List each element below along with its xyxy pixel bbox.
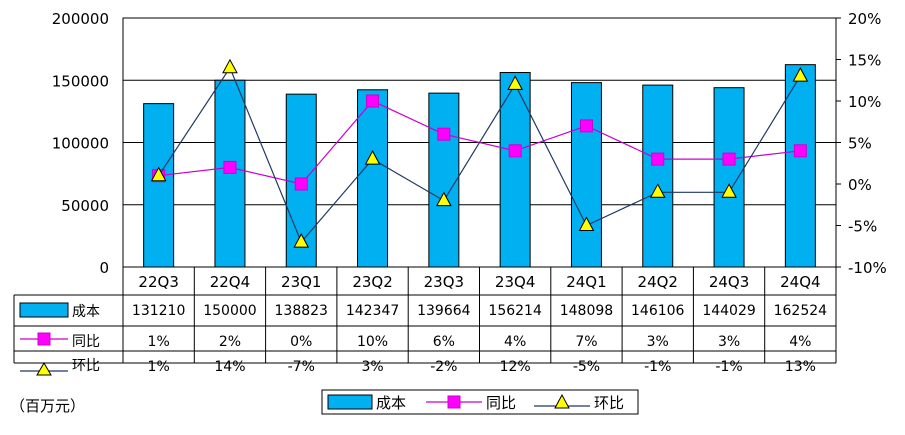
bar (570, 82, 602, 268)
left-tick-label: 50000 (61, 197, 109, 215)
table-key-qoq-marker (36, 362, 52, 376)
unit-label: （百万元） (10, 397, 85, 415)
table-cell: 4% (504, 334, 526, 350)
legend-key-qoq-marker (554, 393, 570, 409)
table-header-yoy: 同比 (72, 334, 100, 350)
yoy-point (508, 144, 522, 158)
table-key-cost (19, 302, 69, 318)
table-header-cost: 成本 (72, 304, 100, 320)
table-cell: 12% (500, 359, 531, 375)
qoq-point (792, 67, 809, 82)
yoy-point (722, 152, 736, 166)
table-key-yoy-marker (37, 332, 51, 346)
category-label: 23Q2 (352, 273, 392, 291)
table-cell: -2% (430, 359, 457, 375)
yoy-point (651, 152, 665, 166)
category-label: 22Q4 (210, 273, 250, 291)
table-cell: 146106 (631, 303, 685, 319)
table-cell: 6% (433, 334, 455, 350)
legend-label-qoq: 环比 (594, 394, 624, 412)
left-tick-label: 0 (99, 259, 109, 277)
bar (143, 103, 175, 268)
category-label: 23Q4 (495, 273, 535, 291)
qoq-point (293, 233, 310, 248)
table-cell: -7% (288, 359, 315, 375)
right-tick-label: 20% (848, 10, 881, 28)
qoq-point (436, 191, 452, 207)
category-label: 24Q2 (638, 273, 678, 291)
right-tick-label: 10% (848, 93, 881, 111)
table-cell: 13% (785, 359, 816, 375)
table-cell: 148098 (560, 303, 613, 319)
left-tick-label: 100000 (52, 135, 109, 153)
qoq-point (649, 183, 666, 198)
table-cell: 142347 (346, 303, 399, 319)
qoq-point (222, 58, 238, 74)
yoy-point (366, 94, 380, 108)
qoq-point (578, 216, 595, 231)
yoy-point (223, 160, 237, 174)
table-cell: 1% (148, 334, 170, 350)
table-header-qoq: 环比 (72, 358, 100, 374)
table-cell: 7% (575, 334, 597, 350)
table-cell: 10% (357, 334, 388, 350)
yoy-point (579, 119, 593, 133)
category-label: 22Q3 (138, 273, 178, 291)
left-axis: 0 50000 100000 150000 200000 (52, 10, 109, 277)
bar (357, 89, 389, 268)
table-cell: 139664 (417, 303, 471, 319)
bar (713, 87, 745, 268)
table-cell: -1% (644, 359, 671, 375)
yoy-point (294, 177, 308, 191)
table-cell: 1% (148, 359, 170, 375)
category-label: 24Q1 (566, 273, 606, 291)
yoy-point (793, 144, 807, 158)
legend-key-cost (327, 394, 373, 410)
category-label: 24Q4 (780, 273, 820, 291)
table-cell: 144029 (702, 303, 755, 319)
table-cell: 0% (290, 334, 312, 350)
table-cell: 162524 (774, 303, 828, 319)
legend-label-cost: 成本 (376, 394, 406, 412)
legend-label-yoy: 同比 (486, 394, 516, 412)
table-cell: -1% (715, 359, 742, 375)
qoq-point (507, 75, 523, 90)
table-cell: 131210 (132, 303, 185, 319)
qoq-point (721, 183, 737, 198)
right-tick-label: -10% (848, 259, 887, 277)
category-label: 23Q3 (424, 273, 464, 291)
table-cell: 2% (219, 334, 241, 350)
bar (642, 84, 674, 268)
bar (428, 92, 460, 268)
table-cell: 4% (789, 334, 811, 350)
category-label: 24Q3 (709, 273, 749, 291)
table-cell: 3% (361, 359, 383, 375)
table-cell: -5% (573, 359, 600, 375)
table-cell: 3% (647, 334, 669, 350)
table-cell: 156214 (488, 303, 542, 319)
table-cell: 14% (214, 359, 245, 375)
table-cell: 3% (718, 334, 740, 350)
bar (784, 64, 816, 268)
bar-series-cost (143, 64, 816, 268)
legend-key-yoy-marker (447, 395, 461, 409)
right-axis: -10% -5% 0% 5% 10% 15% 20% (836, 10, 887, 277)
table-cell: 138823 (275, 303, 328, 319)
legend: 成本 同比 环比 (321, 389, 639, 415)
qoq-point (150, 166, 167, 182)
line-series (150, 58, 809, 248)
left-tick-label: 150000 (52, 72, 109, 90)
right-tick-label: 5% (848, 135, 872, 153)
category-label: 23Q1 (281, 273, 321, 291)
table-cell: 150000 (203, 303, 256, 319)
yoy-point (437, 127, 451, 141)
qoq-line (158, 66, 801, 244)
right-tick-label: -5% (848, 218, 877, 236)
left-tick-label: 200000 (52, 10, 109, 28)
data-table: 22Q3 22Q4 23Q1 23Q2 23Q3 23Q4 24Q1 24Q2 24Q3 24Q4… (13, 266, 837, 376)
qoq-point (364, 150, 381, 165)
right-tick-label: 0% (848, 176, 872, 194)
right-tick-label: 15% (848, 52, 881, 70)
